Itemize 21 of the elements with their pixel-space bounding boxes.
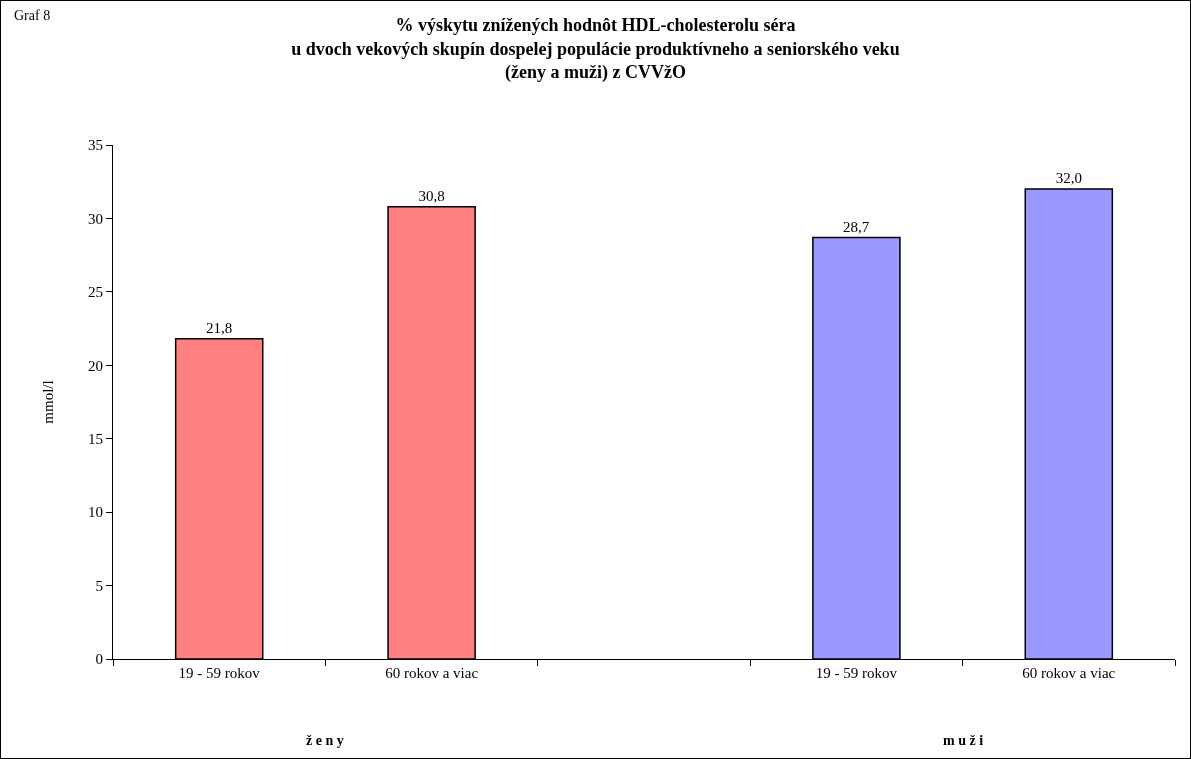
data-label: 32,0 bbox=[1055, 170, 1082, 187]
data-label: 30,8 bbox=[418, 187, 445, 204]
x-tick-label: 60 rokov a viac bbox=[385, 665, 479, 681]
text: ž e n y bbox=[306, 733, 344, 748]
y-tick-label: 15 bbox=[88, 430, 103, 447]
text: m u ž i bbox=[943, 733, 984, 748]
y-tick-label: 35 bbox=[88, 137, 103, 154]
chart-title: % výskytu znížených hodnôt HDL-cholesterolu séra u dvoch vekových skupín dospelej populácie produktívneho a seniorského veku (ženy a muži) z CVVžO bbox=[291, 15, 900, 84]
x-tick-label: 19 - 59 rokov bbox=[815, 665, 898, 681]
text: Graf 8 bbox=[14, 8, 51, 23]
y-axis-title: mmol/l bbox=[40, 380, 57, 424]
y-tick-label: 5 bbox=[95, 577, 103, 594]
data-label: 21,8 bbox=[206, 319, 233, 336]
data-label: 28,7 bbox=[843, 218, 870, 235]
y-tick-label: 0 bbox=[95, 651, 103, 668]
y-tick-label: 10 bbox=[88, 504, 103, 521]
x-tick-label: 60 rokov a viac bbox=[1022, 665, 1116, 681]
x-tick-label: 19 - 59 rokov bbox=[178, 665, 261, 681]
y-tick-label: 20 bbox=[88, 357, 103, 374]
y-tick-label: 30 bbox=[88, 210, 103, 227]
y-tick-label: 25 bbox=[88, 284, 103, 301]
